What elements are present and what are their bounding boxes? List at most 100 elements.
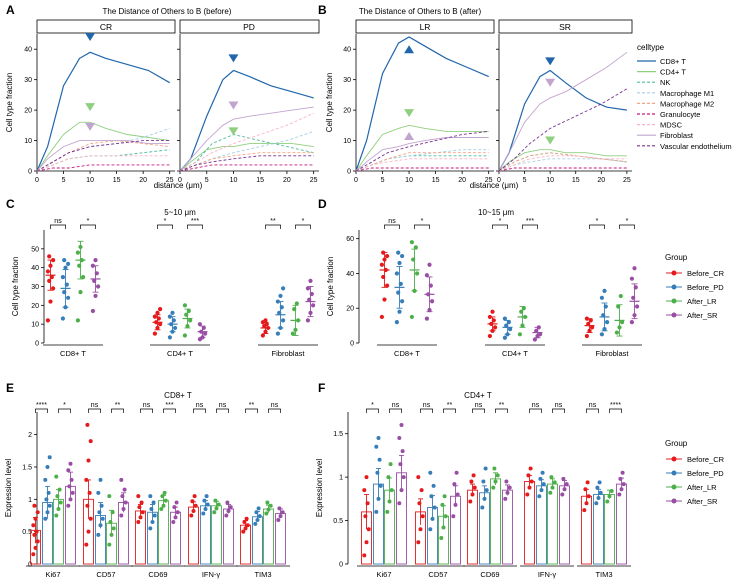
data-point bbox=[245, 523, 250, 528]
data-point bbox=[33, 545, 38, 550]
series-line-vascular-endothelium bbox=[179, 155, 314, 172]
data-point bbox=[614, 330, 620, 335]
data-point bbox=[386, 475, 391, 480]
data-point bbox=[88, 439, 93, 444]
data-point bbox=[260, 333, 265, 338]
data-point bbox=[430, 299, 435, 304]
series-line-granulocyte bbox=[36, 164, 170, 172]
significance-bracket bbox=[295, 224, 311, 229]
data-point bbox=[62, 258, 67, 263]
data-point bbox=[487, 333, 492, 339]
x-tick-label: 15 bbox=[256, 177, 264, 184]
series-line-cd8-t bbox=[355, 36, 489, 172]
significance-label: ns bbox=[388, 218, 396, 225]
panel-d-y-tick-label: 40 bbox=[346, 271, 354, 278]
data-point bbox=[152, 314, 157, 319]
data-point bbox=[629, 276, 635, 281]
data-point bbox=[442, 494, 447, 499]
series-line-granulocyte bbox=[355, 167, 489, 172]
data-point bbox=[90, 308, 95, 314]
data-point bbox=[172, 505, 177, 510]
data-point bbox=[34, 529, 39, 534]
facet-sr: 0 5 10 15 20 25 bbox=[496, 34, 632, 184]
facet-cr-y-tick-label: 10 bbox=[24, 138, 32, 145]
data-point bbox=[158, 322, 163, 327]
data-point bbox=[590, 325, 595, 330]
data-point bbox=[78, 290, 83, 295]
data-point bbox=[256, 506, 261, 511]
series-line-cd4-t bbox=[36, 121, 170, 172]
panel-c-y-tick-label: 50 bbox=[31, 246, 39, 253]
data-point bbox=[376, 436, 381, 441]
y-axis-label: Cell type fraction bbox=[11, 257, 20, 317]
data-point bbox=[366, 527, 371, 532]
group-legend-key-dot bbox=[671, 270, 677, 276]
x-tick-label: 15 bbox=[113, 177, 121, 184]
x-tick-label: 5 bbox=[205, 177, 209, 184]
data-point bbox=[188, 318, 193, 323]
data-point bbox=[148, 494, 153, 499]
data-point bbox=[278, 293, 283, 299]
data-point bbox=[67, 484, 72, 489]
data-point bbox=[268, 503, 273, 508]
x-tick-label: 5 bbox=[381, 177, 385, 184]
data-point bbox=[609, 489, 614, 494]
data-point bbox=[364, 475, 369, 480]
data-point bbox=[275, 331, 280, 336]
category-label: CD57 bbox=[428, 570, 447, 579]
x-tick-label: 25 bbox=[166, 177, 174, 184]
bar bbox=[263, 508, 274, 565]
data-point bbox=[618, 293, 623, 299]
x-tick-label: 0 bbox=[35, 177, 39, 184]
data-point bbox=[189, 513, 194, 518]
facet-strip-lr: LR bbox=[355, 19, 495, 34]
data-point bbox=[84, 477, 89, 482]
data-point bbox=[204, 494, 209, 499]
data-point bbox=[584, 501, 589, 506]
celltype-legend-label: CD8+ T bbox=[660, 57, 686, 66]
data-point bbox=[97, 510, 102, 515]
data-point bbox=[160, 494, 165, 499]
category-label: IFN-γ bbox=[202, 570, 221, 579]
data-point bbox=[562, 487, 567, 492]
x-axis-label: distance (μm) bbox=[470, 181, 519, 190]
panel-letter-a: A bbox=[6, 3, 15, 17]
data-point bbox=[621, 482, 626, 487]
celltype-legend-title: celltype bbox=[637, 43, 665, 52]
data-point bbox=[205, 502, 210, 507]
series-line-granulocyte bbox=[498, 167, 627, 172]
data-point bbox=[549, 475, 554, 480]
data-point bbox=[136, 494, 141, 499]
data-point bbox=[84, 542, 89, 547]
significance-bracket bbox=[420, 408, 433, 413]
data-point bbox=[394, 320, 399, 325]
data-point bbox=[561, 476, 566, 481]
significance-bracket bbox=[384, 224, 400, 229]
celltype-legend-label: Macrophage M1 bbox=[660, 89, 714, 98]
data-point bbox=[398, 462, 403, 467]
facet-label-sr: SR bbox=[559, 22, 571, 32]
data-point bbox=[119, 477, 124, 482]
x-tick-label: 10 bbox=[86, 177, 94, 184]
data-point bbox=[193, 503, 198, 508]
x-tick-label: 10 bbox=[405, 177, 413, 184]
data-point bbox=[110, 510, 115, 515]
panel-c-y-tick-label: 30 bbox=[31, 284, 39, 291]
data-point bbox=[504, 479, 509, 484]
significance-bracket bbox=[216, 408, 229, 413]
data-point bbox=[495, 473, 500, 478]
facet-cr-y-tick-label: 20 bbox=[24, 108, 32, 115]
data-point bbox=[427, 262, 432, 267]
data-point bbox=[213, 498, 218, 503]
category-label: Fibroblast bbox=[596, 349, 630, 358]
data-point bbox=[597, 480, 602, 485]
data-point bbox=[174, 500, 179, 505]
data-point bbox=[228, 505, 233, 510]
panel-f-y-tick-label: 0.5 bbox=[333, 518, 343, 525]
x-axis-label: distance (μm) bbox=[154, 181, 203, 190]
significance-label: ns bbox=[54, 218, 62, 225]
series-line-mdsc bbox=[179, 112, 314, 172]
significance-bracket bbox=[80, 224, 96, 229]
celltype-legend-label: NK bbox=[660, 78, 670, 87]
